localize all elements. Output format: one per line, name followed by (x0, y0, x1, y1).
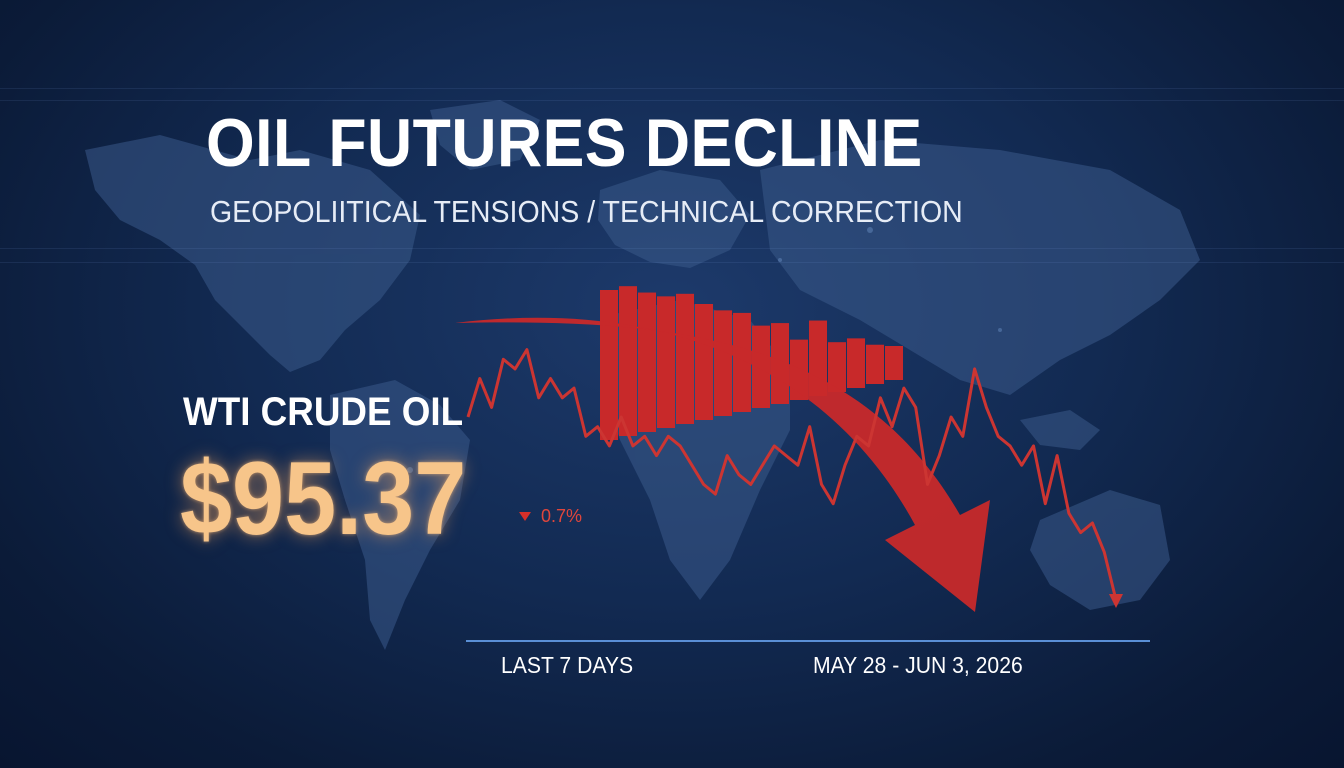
bar-mark (828, 342, 846, 392)
ticker-change: 0.7% (541, 506, 583, 526)
date-range: MAY 28 - JUN 3, 2026 (813, 652, 1023, 678)
bar-mark (733, 312, 751, 412)
decline-arrow-body (455, 317, 990, 612)
glow-dot (407, 467, 413, 473)
ticker-price: $95.37 (180, 441, 467, 557)
bar-mark (695, 304, 713, 420)
scan-line (0, 248, 1344, 249)
bar-mark (638, 292, 656, 432)
north-america-shape (85, 135, 420, 372)
scan-line (0, 262, 1344, 263)
bar-mark (619, 286, 637, 436)
islands-shape (1020, 410, 1100, 450)
page-subtitle: GEOPOLIITICAL TENSIONS / TECHNICAL CORRE… (210, 194, 963, 229)
bar-mark (657, 296, 675, 428)
bar-mark (714, 310, 732, 416)
greenland-shape (430, 100, 540, 170)
asia-shape (760, 140, 1200, 395)
glow-dot (778, 258, 782, 262)
glow-dot (998, 328, 1002, 332)
bar-mark (885, 346, 903, 380)
south-america-shape (330, 380, 470, 650)
bar-mark (866, 344, 884, 384)
period-label: LAST 7 DAYS (501, 652, 634, 678)
page-title: OIL FUTURES DECLINE (206, 105, 923, 181)
line-arrowhead (1109, 594, 1123, 608)
bar-mark (676, 293, 694, 424)
scan-line (0, 88, 1344, 89)
bar-mark (600, 290, 618, 440)
bars-group (600, 286, 903, 440)
glow-dot (867, 227, 873, 233)
glow-dot (298, 518, 302, 522)
europe-shape (598, 170, 750, 268)
scan-line (0, 100, 1344, 101)
australia-shape (1030, 490, 1170, 610)
price-series-line (466, 348, 1118, 601)
bar-mark (847, 338, 865, 388)
down-triangle-icon (519, 512, 531, 521)
ticker-name: WTI CRUDE OIL (183, 390, 464, 434)
